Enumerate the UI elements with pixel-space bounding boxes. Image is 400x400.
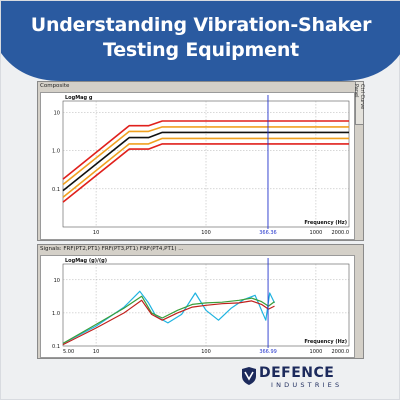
title-banner: Understanding Vibration-Shaker Testing E… [1, 1, 400, 85]
chart0-ytick-1: 1.0 [52, 149, 60, 155]
composite-window[interactable]: Composite 10 100 1000 2000.0 10 1.0 0.1 366.36 L… [37, 81, 364, 241]
chart1-plot-label: LogMag (g)/(g) [65, 258, 107, 264]
chart0-series-1 [62, 126, 349, 186]
chart0-cursor-label: 366.36 [259, 230, 277, 236]
chart0-xtick-1: 100 [201, 230, 211, 236]
signals-chart[interactable]: 5.00 10 100 1000 2000.0 10 1.0 0.1 366.99 LogMag … [41, 256, 356, 359]
signals-plot-area[interactable]: 5.00 10 100 1000 2000.0 10 1.0 0.1 366.99 LogMag … [40, 255, 355, 358]
chart0-series-2 [62, 131, 349, 192]
chart0-ytick-0: 10 [54, 110, 60, 116]
chart1-xtick-2: 100 [201, 349, 211, 355]
chart1-series-1 [62, 295, 275, 344]
chart0-series-0 [62, 120, 349, 180]
chart0-series-3 [62, 137, 349, 198]
chart1-xtick-3: 1000 [310, 349, 323, 355]
chart0-plot-label: LogMag g [65, 95, 93, 101]
page-title: Understanding Vibration-Shaker Testing E… [1, 13, 400, 63]
composite-plot-area[interactable]: 10 100 1000 2000.0 10 1.0 0.1 366.36 LogMag g Fre… [40, 92, 355, 240]
chart1-xlabel: Frequency (Hz) [304, 339, 347, 345]
banner-shape [1, 1, 400, 81]
chart0-series-4 [62, 143, 349, 203]
ctrl-curve-panel-tab[interactable]: Ctrl Curve Panel [353, 81, 365, 125]
chart0-ytick-2: 0.1 [52, 187, 60, 193]
ctrl-curve-panel-label: Ctrl Curve Panel [353, 84, 365, 110]
composite-window-title: Composite [40, 83, 70, 89]
title-line-1: Understanding Vibration-Shaker [30, 14, 372, 36]
composite-chart[interactable]: 10 100 1000 2000.0 10 1.0 0.1 366.36 LogMag g Fre… [41, 93, 356, 241]
logo-subtitle: INDUSTRIES [271, 381, 343, 389]
chart0-xtick-3: 2000.0 [332, 230, 350, 236]
chart0-xlabel: Frequency (Hz) [304, 220, 347, 226]
signals-window-title: Signals: FRF(PT2,PT1) FRF(PT3,PT1) FRF(P… [40, 246, 184, 252]
chart0-xtick-2: 1000 [310, 230, 323, 236]
chart1-xtick-4: 2000.0 [332, 349, 350, 355]
chart1-ytick-2: 0.1 [52, 344, 60, 350]
logo-name: DEFENCE [259, 365, 335, 381]
chart0-xtick-0: 10 [93, 230, 99, 236]
chart1-xtick-1: 10 [93, 349, 99, 355]
chart1-series-2 [62, 299, 275, 346]
title-line-2: Testing Equipment [102, 39, 300, 61]
shield-icon [242, 367, 256, 385]
chart1-xtick-0: 5.00 [63, 349, 74, 355]
chart1-cursor-label: 366.99 [259, 349, 277, 355]
chart1-ytick-1: 1.0 [52, 311, 60, 317]
defence-industries-logo: DEFENCE INDUSTRIES [241, 365, 371, 393]
signals-window[interactable]: Signals: FRF(PT2,PT1) FRF(PT3,PT1) FRF(P… [37, 244, 364, 359]
chart1-ytick-0: 10 [54, 278, 60, 284]
